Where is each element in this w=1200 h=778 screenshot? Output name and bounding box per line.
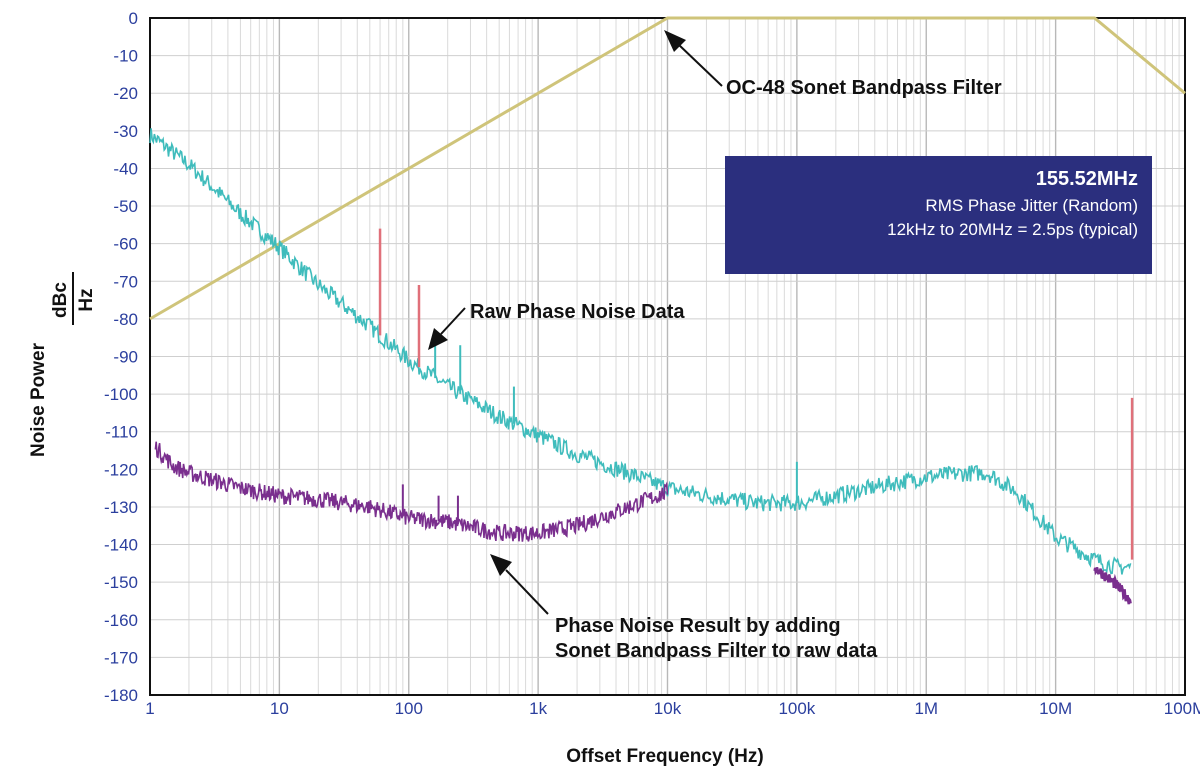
series-filtered-result-tail	[1093, 566, 1132, 605]
series-filtered-result-line	[154, 441, 669, 542]
grid-lines	[149, 17, 1185, 696]
annotation-result-line1: Phase Noise Result by adding	[555, 615, 841, 637]
y-tick-label: -150	[104, 573, 138, 592]
x-tick-label: 1M	[914, 699, 938, 718]
y-axis-title-text: Noise Power	[28, 342, 49, 457]
annotation-arrow-result	[505, 569, 549, 615]
x-tick-label: 1	[145, 699, 154, 718]
series-raw-phase-noise-line	[149, 128, 1132, 575]
y-axis-tick-labels: 0 -10 -20 -30 -40 -50 -60 -70 -80 -90 -100 -110 -120…	[104, 9, 138, 705]
annotation-arrow-bandpass	[677, 43, 723, 87]
x-tick-label: 10	[270, 699, 289, 718]
arrowhead-result	[490, 554, 512, 576]
annotation-arrow-raw	[440, 307, 466, 335]
y-tick-label: -10	[113, 47, 138, 66]
y-tick-label: -20	[113, 84, 138, 103]
y-tick-label: -70	[113, 272, 138, 291]
info-box-jitter-range: 12kHz to 20MHz = 2.5ps (typical)	[887, 220, 1138, 239]
x-axis-title: Offset Frequency (Hz)	[566, 746, 763, 767]
jitter-info-box: 155.52MHz RMS Phase Jitter (Random) 12kH…	[725, 156, 1152, 274]
y-tick-label: -180	[104, 686, 138, 705]
annotation-result-line2: Sonet Bandpass Filter to raw data	[555, 640, 878, 662]
y-tick-label: -110	[105, 423, 138, 442]
x-axis-tick-labels: 1 10 100 1k 10k 100k 1M 10M 100M	[145, 699, 1200, 718]
y-tick-label: -100	[104, 385, 138, 404]
x-tick-label: 100	[395, 699, 423, 718]
y-tick-label: -90	[113, 348, 138, 367]
series-bandpass-filter-line	[149, 16, 1186, 321]
y-tick-label: 0	[129, 9, 138, 28]
y-tick-label: -50	[113, 197, 138, 216]
annotation-raw-phase-noise: Raw Phase Noise Data	[470, 301, 685, 323]
x-tick-label: 100k	[778, 699, 815, 718]
y-tick-label: -60	[113, 235, 138, 254]
y-tick-label: -130	[104, 498, 138, 517]
x-tick-label: 10M	[1039, 699, 1072, 718]
y-axis-unit-bottom: Hz	[76, 288, 97, 311]
y-axis-unit-top: dBc	[50, 282, 71, 318]
x-tick-label: 100M	[1164, 699, 1200, 718]
arrowhead-raw	[428, 328, 448, 350]
y-tick-label: -140	[104, 536, 138, 555]
arrowhead-bandpass	[664, 30, 686, 52]
y-tick-label: -40	[113, 159, 138, 178]
y-tick-label: -160	[104, 611, 138, 630]
series-layer	[149, 16, 1186, 605]
y-axis-unit: dBc Hz	[50, 272, 97, 325]
x-tick-label: 1k	[529, 699, 547, 718]
y-tick-label: -30	[113, 122, 138, 141]
info-box-rms-jitter: RMS Phase Jitter (Random)	[925, 196, 1138, 215]
y-tick-label: -80	[113, 310, 138, 329]
annotation-bandpass-filter: OC-48 Sonet Bandpass Filter	[726, 77, 1002, 99]
y-axis-title: Noise Power	[28, 342, 49, 457]
info-box-frequency: 155.52MHz	[1035, 168, 1138, 190]
x-tick-label: 10k	[654, 699, 682, 718]
y-tick-label: -170	[104, 648, 138, 667]
y-tick-label: -120	[104, 460, 138, 479]
